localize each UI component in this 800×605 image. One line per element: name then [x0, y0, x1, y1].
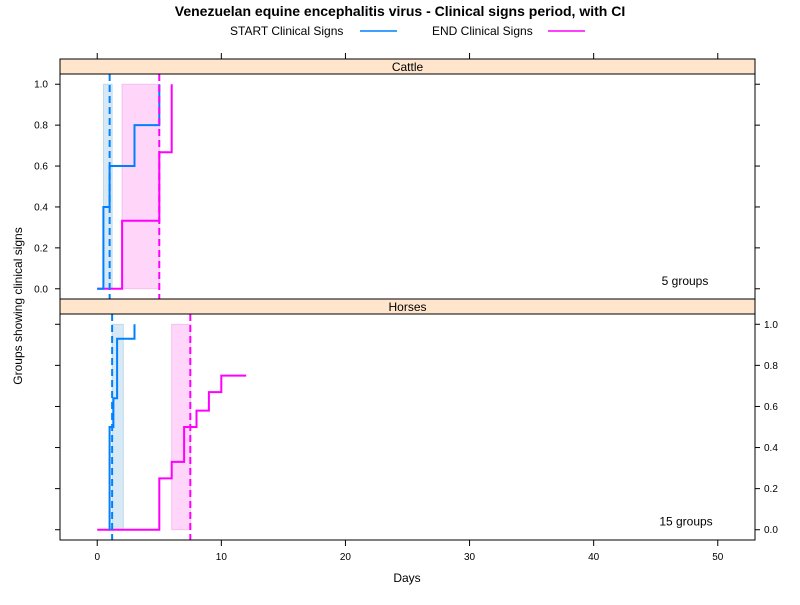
legend: START Clinical Signs END Clinical Signs	[230, 24, 585, 38]
y-tick-label: 0.0	[764, 525, 778, 536]
y-tick-label: 1.0	[764, 320, 778, 331]
end-ci-band	[121, 83, 160, 290]
panels-area: Cattle 0.0 0.2 0.4 0.6 0.8 1.0 5 groups Horses 0.…	[34, 58, 778, 541]
x-axis: 0 10 20 30 40 50	[94, 53, 724, 563]
y-tick-label: 0.6	[34, 162, 48, 173]
panel-frame	[59, 73, 756, 300]
x-tick-label: 30	[464, 552, 476, 563]
groups-count-label: 5 groups	[662, 274, 709, 288]
chart-title: Venezuelan equine encephalitis virus - C…	[175, 3, 625, 19]
y-tick-label: 0.8	[34, 121, 48, 132]
y-tick-label: 0.4	[764, 443, 778, 454]
x-axis-label: Days	[393, 571, 420, 585]
strip-label: Horses	[388, 300, 426, 314]
x-tick-label: 10	[216, 552, 228, 563]
y-tick-label: 1.0	[34, 80, 48, 91]
x-tick-label: 40	[588, 552, 600, 563]
x-tick-label: 0	[94, 552, 100, 563]
panel-frame	[59, 313, 756, 541]
start-clinical-signs-line	[108, 324, 136, 530]
x-tick-label: 20	[340, 552, 352, 563]
panel-cattle: Cattle 0.0 0.2 0.4 0.6 0.8 1.0 5 groups	[34, 58, 760, 300]
strip-label: Cattle	[392, 60, 424, 74]
groups-count-label: 15 groups	[659, 515, 712, 529]
y-tick-label: 0.2	[34, 243, 48, 254]
y-axis-label: Groups showing clinical signs	[11, 227, 25, 384]
start-ci-band	[103, 83, 113, 290]
y-tick-label: 0.0	[34, 284, 48, 295]
panel-plot-area	[97, 314, 247, 540]
legend-label-start: START Clinical Signs	[230, 24, 343, 38]
panel-horses: Horses 0.0 0.2 0.4 0.6 0.8 1.0 15 groups	[55, 298, 778, 541]
y-tick-label: 0.4	[34, 202, 48, 213]
y-tick-label: 0.2	[764, 484, 778, 495]
x-tick-label: 50	[712, 552, 724, 563]
y-tick-label: 0.8	[764, 361, 778, 372]
legend-label-end: END Clinical Signs	[432, 24, 533, 38]
y-tick-label: 0.6	[764, 402, 778, 413]
panel-plot-area	[97, 74, 173, 299]
